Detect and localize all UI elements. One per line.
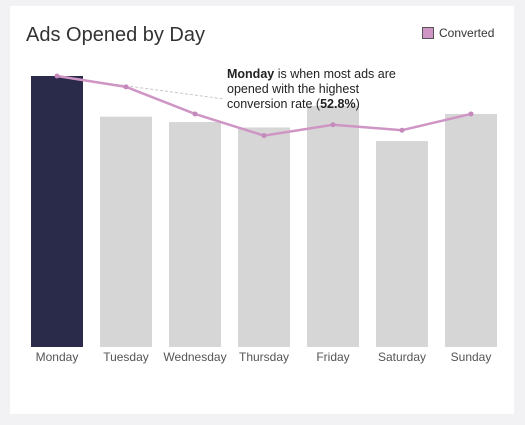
x-tick-label-saturday: Saturday (378, 350, 426, 364)
converted-point-thursday (261, 133, 267, 139)
bar-sunday (445, 113, 497, 347)
x-tick-label-wednesday: Wednesday (163, 350, 226, 364)
chart-annotation: Monday is when most ads are opened with … (227, 67, 407, 112)
legend: Converted (422, 26, 494, 40)
bar-monday (31, 76, 83, 347)
chart-title: Ads Opened by Day (26, 24, 205, 46)
chart-plot: Monday Tuesday Wednesday Thursday Friday Satu… (31, 73, 497, 364)
annotation-text: is when most ads are opened with the hig… (227, 67, 396, 111)
annotation-closing: ) (355, 97, 360, 111)
x-tick-label-monday: Monday (36, 350, 79, 364)
converted-point-friday (330, 122, 336, 128)
converted-point-wednesday (192, 111, 198, 117)
x-tick-label-sunday: Sunday (451, 350, 492, 364)
converted-point-tuesday (123, 84, 129, 90)
bar-saturday (376, 141, 428, 347)
x-tick-label-friday: Friday (316, 350, 349, 364)
bar-friday (307, 105, 359, 347)
x-tick-label-tuesday: Tuesday (103, 350, 149, 364)
bar-wednesday (169, 122, 221, 347)
bar-tuesday (100, 116, 152, 348)
converted-point-sunday (468, 111, 474, 117)
converted-point-saturday (399, 127, 405, 133)
converted-point-monday (54, 73, 60, 79)
annotation-bold-lead: Monday (227, 67, 275, 81)
chart-card: Ads Opened by Day Converted Monday Tuesda… (10, 6, 514, 414)
annotation-bold-value: 52.8% (320, 97, 356, 111)
legend-label-converted: Converted (439, 26, 495, 40)
legend-swatch-converted (422, 27, 434, 39)
bar-thursday (238, 127, 290, 348)
x-tick-label-thursday: Thursday (239, 350, 289, 364)
